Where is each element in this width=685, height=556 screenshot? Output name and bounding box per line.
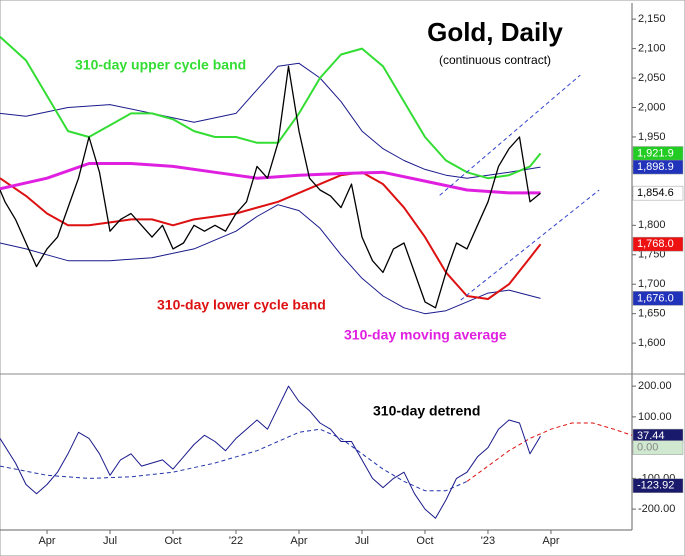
annotation: 310-day upper cycle band bbox=[75, 57, 246, 73]
x-tick-label: '22 bbox=[229, 535, 243, 547]
price-label-box bbox=[632, 291, 684, 306]
annotation: 310-day moving average bbox=[344, 327, 507, 343]
annotation: 310-day detrend bbox=[373, 403, 480, 419]
price-label: 1,676.0 bbox=[637, 292, 674, 304]
y-tick-label: 100.00 bbox=[638, 411, 672, 423]
series-line bbox=[466, 422, 633, 482]
price-label: -123.92 bbox=[637, 480, 674, 492]
series-line bbox=[0, 171, 542, 300]
x-tick-label: Apr bbox=[290, 535, 307, 547]
y-tick-label: 1,950 bbox=[638, 131, 666, 143]
price-label-box bbox=[632, 236, 684, 252]
y-tick-label: 1,600 bbox=[638, 337, 666, 349]
series-line bbox=[0, 428, 468, 492]
price-label-box bbox=[632, 478, 684, 493]
price-label: 1,854.6 bbox=[637, 187, 674, 199]
y-tick-label: 2,000 bbox=[638, 101, 666, 113]
x-tick-label: Jul bbox=[355, 535, 369, 547]
price-label-box bbox=[632, 185, 684, 201]
x-tick-label: Apr bbox=[542, 535, 559, 547]
series-line bbox=[0, 385, 541, 519]
y-tick-label: 1,800 bbox=[638, 219, 666, 231]
chart-subtitle: (continuous contract) bbox=[439, 53, 551, 67]
series-line bbox=[439, 74, 581, 196]
x-tick-label: '23 bbox=[481, 535, 495, 547]
y-tick-label: 1,750 bbox=[638, 249, 666, 261]
price-label-box bbox=[632, 440, 684, 455]
y-tick-label: 2,150 bbox=[638, 13, 666, 25]
y-tick-label: 200.00 bbox=[638, 380, 672, 392]
y-tick-label: 1,650 bbox=[638, 308, 666, 320]
price-label: 0.00 bbox=[637, 442, 658, 454]
y-tick-label: 2,050 bbox=[638, 72, 666, 84]
price-label: 1,768.0 bbox=[637, 238, 674, 250]
annotation: 310-day lower cycle band bbox=[157, 297, 326, 313]
series-line bbox=[0, 65, 541, 309]
x-tick-label: Jul bbox=[103, 535, 117, 547]
series-line bbox=[460, 189, 600, 301]
x-tick-label: Oct bbox=[416, 535, 433, 547]
x-tick-label: Apr bbox=[38, 535, 55, 547]
y-tick-label: 2,100 bbox=[638, 42, 666, 54]
series-line bbox=[0, 204, 541, 315]
chart-title: Gold, Daily bbox=[427, 17, 563, 47]
price-label: 1,921.9 bbox=[637, 147, 674, 159]
price-label: 1,898.9 bbox=[637, 161, 674, 173]
price-label-box bbox=[632, 159, 684, 175]
y-tick-label: 1,700 bbox=[638, 278, 666, 290]
x-tick-label: Oct bbox=[164, 535, 181, 547]
price-label: 37.44 bbox=[637, 430, 665, 442]
y-tick-label: -200.00 bbox=[638, 503, 675, 515]
series-line bbox=[0, 162, 541, 195]
